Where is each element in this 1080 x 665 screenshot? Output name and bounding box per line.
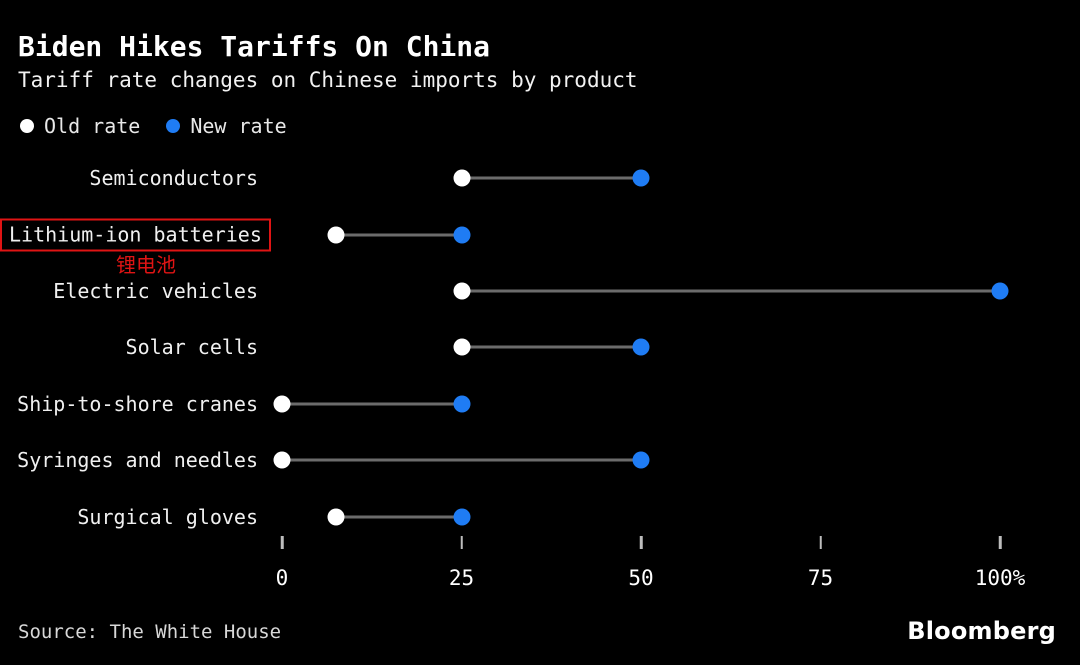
- x-axis-tick: [819, 536, 822, 549]
- new-rate-dot: [632, 451, 650, 469]
- x-axis-tick: [280, 536, 284, 549]
- category-label: Electric vehicles: [53, 278, 258, 303]
- row-track: [282, 263, 1009, 319]
- chart-legend: Old rate New rate: [20, 114, 313, 138]
- chart-subtitle: Tariff rate changes on Chinese imports b…: [18, 68, 638, 92]
- connector-line: [282, 458, 641, 462]
- chart-row: Lithium-ion batteries: [0, 206, 1080, 262]
- new-rate-dot: [991, 282, 1009, 300]
- chart-row: Ship-to-shore cranes: [0, 376, 1080, 432]
- row-track: [282, 150, 1000, 206]
- highlight-box: Lithium-ion batteries: [0, 218, 271, 252]
- legend-old-label: Old rate: [44, 114, 141, 138]
- old-rate-dot: [453, 169, 470, 187]
- annotation-note: 锂电池: [116, 253, 176, 277]
- old-rate-dot: [453, 338, 470, 356]
- old-rate-legend-dot-icon: [20, 119, 34, 133]
- x-axis-tick-label: 100%: [974, 566, 1026, 590]
- row-track: [273, 432, 1000, 488]
- category-label: Semiconductors: [89, 166, 258, 191]
- new-rate-legend-dot-icon: [166, 119, 181, 133]
- row-track: [282, 488, 1000, 544]
- new-rate-dot: [453, 395, 470, 413]
- chart-title: Biden Hikes Tariffs On China: [18, 30, 491, 63]
- category-label: Lithium-ion batteries: [0, 218, 271, 252]
- chart-row: Semiconductors: [0, 150, 1080, 206]
- old-rate-dot: [273, 451, 291, 469]
- chart-row: Electric vehicles: [0, 263, 1080, 319]
- x-axis-ticks: [280, 536, 1002, 550]
- x-axis-tick: [639, 536, 643, 549]
- old-rate-dot: [453, 282, 470, 300]
- new-rate-dot: [632, 338, 650, 356]
- source-text: Source: The White House: [18, 621, 282, 643]
- row-track: [273, 376, 1000, 432]
- x-axis-tick: [998, 536, 1002, 549]
- x-axis-labels: 0 25 50 75 100%: [276, 566, 1026, 594]
- row-track: [282, 206, 1000, 262]
- category-label: Surgical gloves: [77, 504, 258, 529]
- connector-line: [282, 402, 462, 406]
- chart-rows: Semiconductors Lithium-ion batteries Elect…: [0, 150, 1080, 545]
- connector-line: [461, 289, 1000, 293]
- x-axis-tick: [460, 536, 463, 549]
- old-rate-dot: [327, 226, 345, 244]
- connector-line: [335, 515, 462, 519]
- legend-item-old: Old rate: [20, 114, 140, 138]
- old-rate-dot: [327, 508, 345, 526]
- connector-line: [335, 233, 462, 237]
- new-rate-dot: [453, 508, 470, 526]
- chart-row: Solar cells: [0, 319, 1080, 375]
- connector-line: [461, 176, 641, 180]
- x-axis-tick-label: 50: [628, 566, 654, 590]
- x-axis-tick-label: 75: [807, 566, 834, 590]
- old-rate-dot: [273, 395, 291, 413]
- connector-line: [461, 345, 641, 349]
- x-axis-tick-label: 0: [275, 566, 289, 590]
- x-axis-tick-label: 25: [448, 566, 475, 590]
- chart-row: Syringes and needles: [0, 432, 1080, 488]
- category-label: Ship-to-shore cranes: [17, 391, 258, 416]
- new-rate-dot: [453, 226, 470, 244]
- legend-item-new: New rate: [166, 114, 287, 138]
- bloomberg-logo: Bloomberg: [907, 617, 1056, 645]
- category-label: Solar cells: [125, 335, 258, 360]
- category-label: Syringes and needles: [17, 448, 258, 473]
- row-track: [282, 319, 1000, 375]
- new-rate-dot: [632, 169, 650, 187]
- chart-row: Surgical gloves: [0, 488, 1080, 544]
- legend-new-label: New rate: [190, 114, 287, 138]
